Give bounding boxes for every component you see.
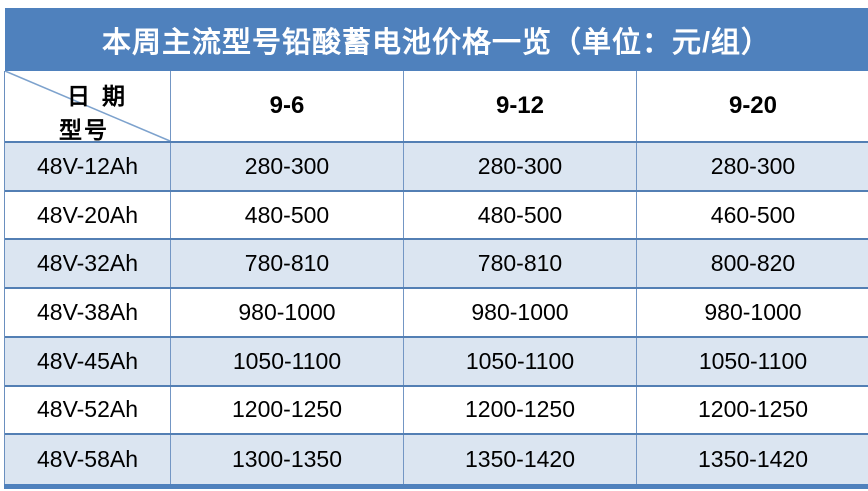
model-cell: 48V-20Ah xyxy=(5,191,171,239)
price-cell: 280-300 xyxy=(171,143,404,190)
date-header-3: 9-20 xyxy=(728,92,778,119)
table-row: 48V-58Ah 1300-1350 1350-1420 1350-1420 xyxy=(5,435,868,484)
corner-label-model: 型号 xyxy=(59,117,109,141)
price-cell: 1200-1250 xyxy=(171,386,404,434)
date-header-1: 9-6 xyxy=(171,71,404,141)
corner-label-date: 日期 xyxy=(67,83,137,109)
table-row: 48V-20Ah 480-500 480-500 460-500 xyxy=(5,191,868,241)
price-cell: 280-300 xyxy=(404,143,637,190)
price-cell: 780-810 xyxy=(404,240,637,288)
price-cell: 1050-1100 xyxy=(171,337,404,385)
model-cell: 48V-38Ah xyxy=(5,289,171,336)
price-cell: 1050-1100 xyxy=(404,337,637,385)
model-cell: 48V-58Ah xyxy=(5,435,171,484)
model-cell: 48V-12Ah xyxy=(5,143,171,190)
price-cell: 280-300 xyxy=(710,152,796,179)
price-cell: 1200-1250 xyxy=(698,396,808,423)
diagonal-divider-line xyxy=(5,71,170,141)
price-cell: 1350-1420 xyxy=(698,446,808,473)
price-cell: 800-820 xyxy=(710,250,796,277)
date-header-2: 9-12 xyxy=(404,71,637,141)
table-row: 48V-38Ah 980-1000 980-1000 980-1000 xyxy=(5,289,868,338)
price-cell: 980-1000 xyxy=(704,298,802,325)
price-cell: 480-500 xyxy=(171,191,404,239)
price-cell: 780-810 xyxy=(171,240,404,288)
table-row: 48V-12Ah 280-300 280-300 280-300 xyxy=(5,143,868,192)
price-cell: 1350-1420 xyxy=(404,435,637,484)
page-title: 本周主流型号铅酸蓄电池价格一览（单位：元/组） xyxy=(5,8,868,71)
price-table: 日期 型号 9-6 9-12 9-20 48V-12Ah 280-300 280… xyxy=(4,71,868,484)
price-cell: 980-1000 xyxy=(404,289,637,336)
table-row: 48V-52Ah 1200-1250 1200-1250 1200-1250 xyxy=(5,386,868,436)
model-cell: 48V-52Ah xyxy=(5,386,171,434)
corner-cell: 日期 型号 xyxy=(5,71,171,141)
price-cell: 1300-1350 xyxy=(171,435,404,484)
price-cell: 1200-1250 xyxy=(404,386,637,434)
table-header-row: 日期 型号 9-6 9-12 9-20 xyxy=(5,71,868,143)
model-cell: 48V-32Ah xyxy=(5,240,171,288)
model-cell: 48V-45Ah xyxy=(5,337,171,385)
table-row: 48V-45Ah 1050-1100 1050-1100 1050-1100 xyxy=(5,337,868,387)
price-cell: 480-500 xyxy=(404,191,637,239)
price-cell: 460-500 xyxy=(710,201,796,228)
table-row: 48V-32Ah 780-810 780-810 800-820 xyxy=(5,240,868,290)
bottom-accent-bar xyxy=(4,484,868,489)
price-cell: 1050-1100 xyxy=(698,347,808,374)
price-cell: 980-1000 xyxy=(171,289,404,336)
